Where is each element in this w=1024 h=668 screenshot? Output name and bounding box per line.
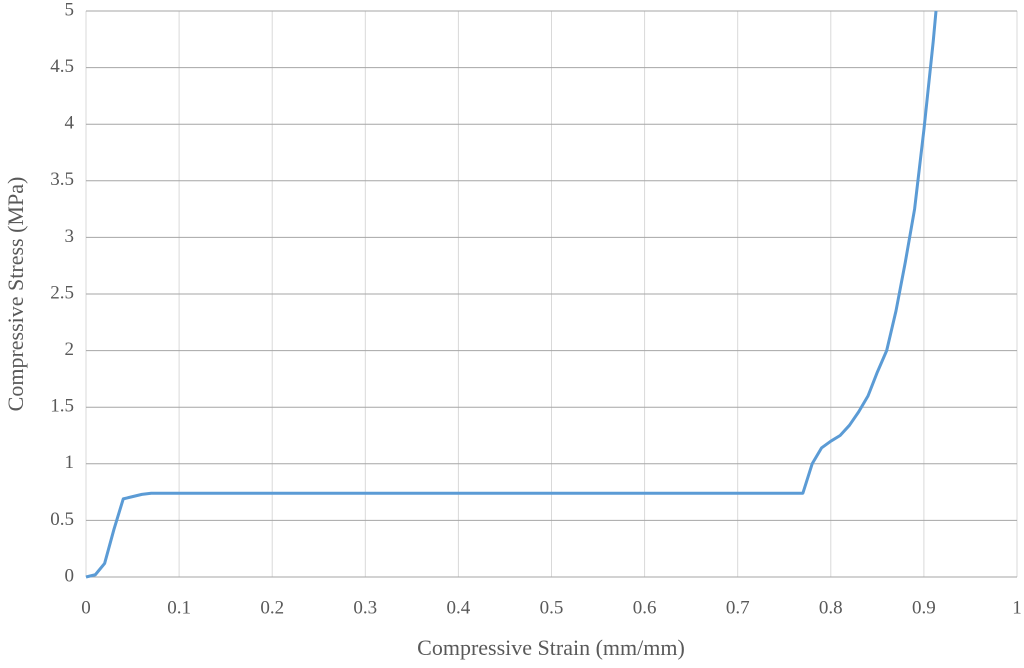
x-tick-label: 0.1 [167, 597, 191, 618]
x-tick-label: 0.8 [819, 597, 843, 618]
y-tick-label: 3.5 [50, 169, 74, 190]
x-tick-label: 0.4 [447, 597, 471, 618]
y-tick-label: 1 [65, 452, 75, 473]
x-tick-label: 0.9 [912, 597, 936, 618]
y-tick-label: 3 [65, 226, 75, 247]
data-line [85, 10, 938, 579]
y-tick-label: 5 [65, 0, 75, 20]
x-tick-label: 1 [1012, 597, 1022, 618]
y-tick-label: 1.5 [50, 396, 74, 417]
y-tick-label: 4 [65, 113, 75, 134]
y-axis-title: Compressive Stress (MPa) [3, 177, 28, 412]
y-tick-label: 0 [65, 565, 75, 586]
y-tick-label: 4.5 [50, 56, 74, 77]
x-axis-title: Compressive Strain (mm/mm) [417, 635, 685, 660]
y-tick-label: 2 [65, 339, 75, 360]
y-tick-label: 2.5 [50, 282, 74, 303]
y-tick-label: 0.5 [50, 509, 74, 530]
x-tick-label: 0 [81, 597, 91, 618]
x-tick-label: 0.5 [540, 597, 564, 618]
x-tick-label: 0.2 [260, 597, 284, 618]
x-tick-label: 0.6 [633, 597, 657, 618]
x-tick-label: 0.7 [726, 597, 750, 618]
x-tick-label: 0.3 [353, 597, 377, 618]
